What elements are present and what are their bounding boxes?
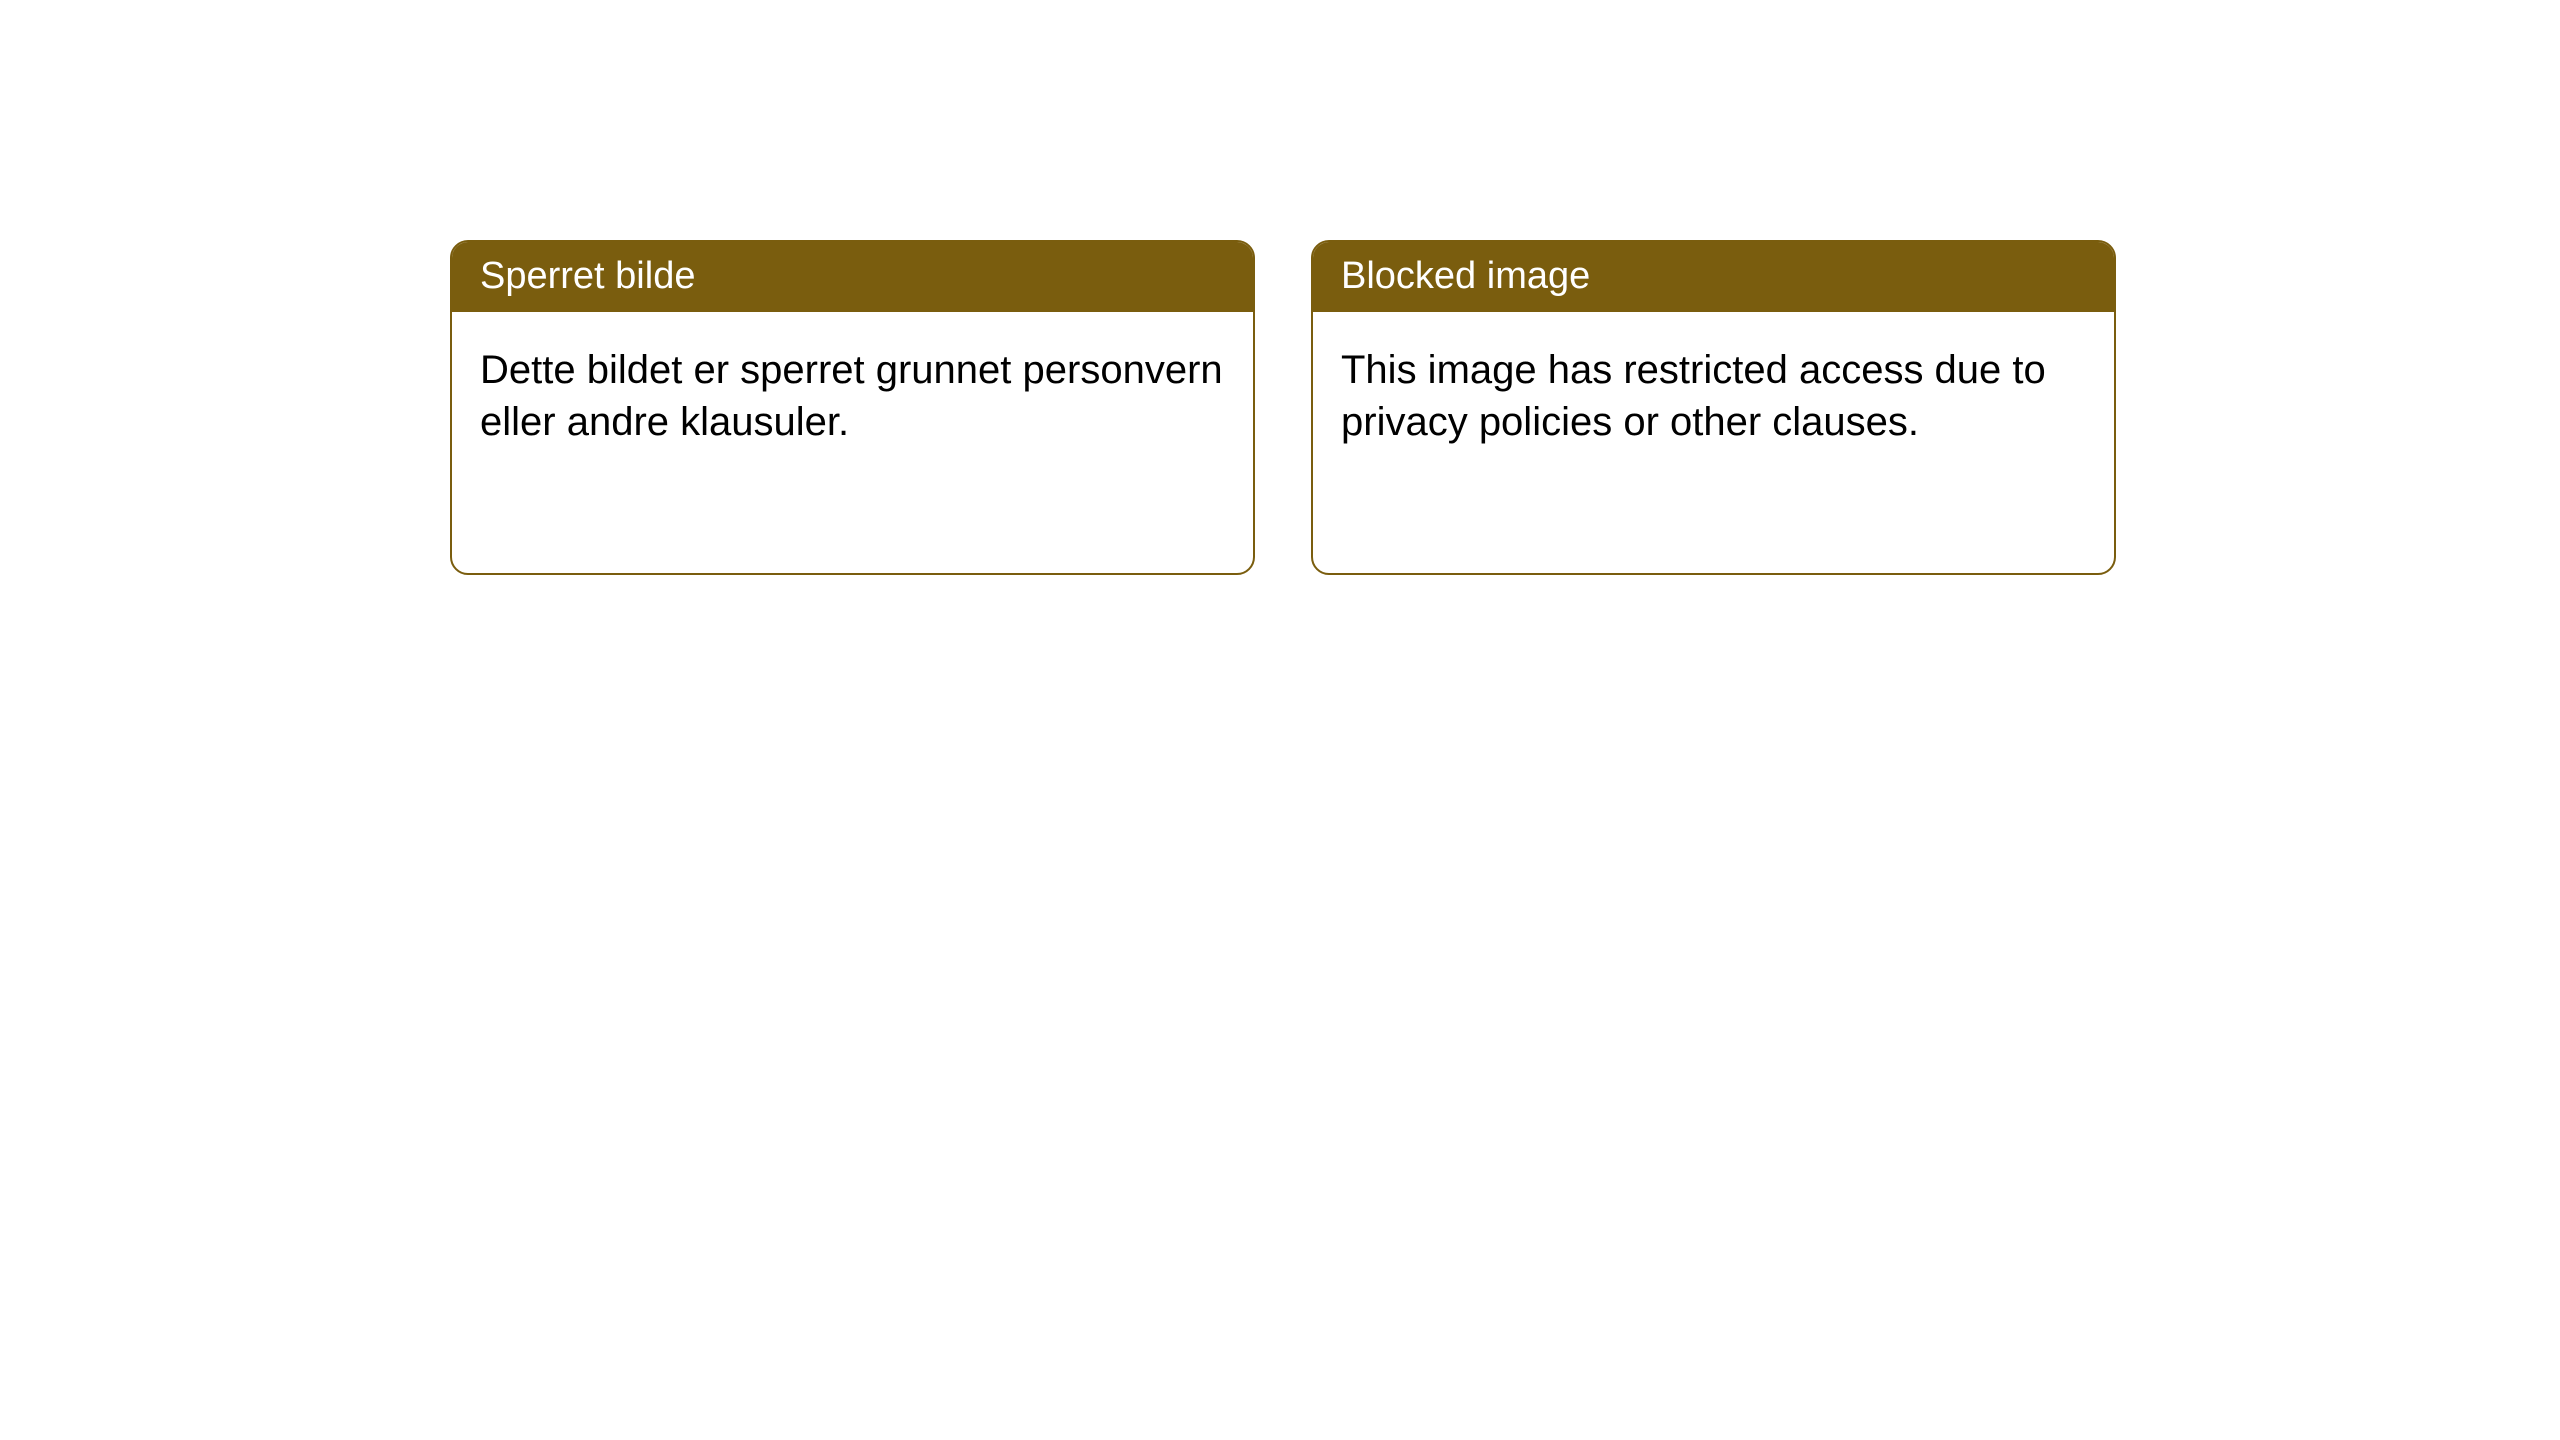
blocked-image-card-en: Blocked image This image has restricted … [1311, 240, 2116, 575]
blocked-image-card-no: Sperret bilde Dette bildet er sperret gr… [450, 240, 1255, 575]
card-header-no: Sperret bilde [452, 242, 1253, 312]
card-body-no: Dette bildet er sperret grunnet personve… [452, 312, 1253, 480]
card-body-en: This image has restricted access due to … [1313, 312, 2114, 480]
card-header-en: Blocked image [1313, 242, 2114, 312]
notice-container: Sperret bilde Dette bildet er sperret gr… [0, 0, 2560, 575]
